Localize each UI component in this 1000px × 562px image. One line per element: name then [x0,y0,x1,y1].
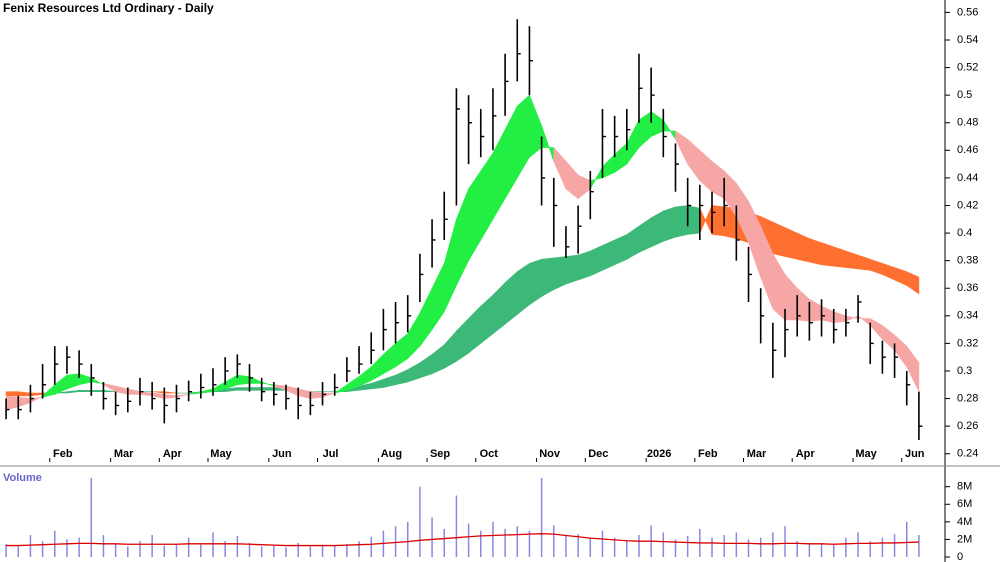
long-ribbon [78,389,92,392]
y-tick-label: 0.3 [957,365,972,377]
y-tick-label: 0.26 [957,420,978,432]
short-ribbon [906,345,920,392]
long-ribbon [809,238,822,266]
long-ribbon [589,245,603,277]
long-ribbon [821,242,835,267]
y-tick-label: 0.44 [957,172,978,184]
x-tick-label: Mar [747,448,767,460]
x-tick-label: Jul [323,448,339,460]
y-tick-label: 0.48 [957,117,978,129]
y-tick-label: 0.24 [957,448,978,460]
long-ribbon [541,257,555,298]
y-tick-label: 0.32 [957,337,978,349]
y-tick-label: 0.34 [957,310,978,322]
volume-label: Volume [3,472,42,484]
long-ribbon [249,387,262,391]
long-ribbon [261,387,275,391]
volume-tick-label: 4M [957,516,972,528]
y-tick-label: 0.36 [957,282,978,294]
x-tick-label: May [210,448,232,460]
y-tick-label: 0.56 [957,6,978,18]
volume-tick-label: 8M [957,481,972,493]
long-ribbon [784,227,798,260]
long-ribbon [577,250,591,281]
x-tick-label: Mar [114,448,134,460]
long-ribbon [711,205,725,237]
y-tick-label: 0.54 [957,34,978,46]
x-tick-label: Dec [588,448,608,460]
long-ribbon [565,254,579,285]
long-ribbon [553,256,567,291]
volume-tick-label: 0 [957,551,963,562]
x-tick-label: Jun [905,448,925,460]
x-tick-label: Aug [381,448,402,460]
long-ribbon [687,205,701,235]
volume-tick-label: 2M [957,533,972,545]
x-tick-label: Jun [272,448,292,460]
x-tick-label: Sep [430,448,450,460]
y-tick-label: 0.46 [957,144,978,156]
long-ribbon [529,258,542,306]
x-tick-label: Feb [53,448,73,460]
long-ribbon [90,389,104,392]
x-tick-label: Apr [796,448,816,460]
chart-title: Fenix Resources Ltd Ordinary - Daily [3,1,214,15]
y-tick-label: 0.4 [957,227,972,239]
x-tick-label: May [855,448,877,460]
x-tick-label: Oct [480,448,499,460]
x-tick-label: Apr [163,448,183,460]
long-ribbon [237,387,250,391]
volume-tick-label: 6M [957,498,972,510]
y-tick-label: 0.38 [957,255,978,267]
x-tick-label: Nov [539,448,561,460]
x-tick-label: Feb [698,448,718,460]
y-tick-label: 0.52 [957,61,978,73]
y-tick-label: 0.28 [957,392,978,404]
long-ribbon [602,239,615,271]
short-ribbon [237,374,250,386]
long-ribbon [614,233,628,266]
long-ribbon [906,271,920,295]
x-tick-label: 2026 [647,448,671,460]
long-ribbon [663,206,676,242]
long-ribbon [675,205,688,238]
short-ribbon [310,391,323,399]
volume-ma [6,533,919,547]
short-ribbon [5,395,19,410]
long-ribbon [772,221,786,257]
y-tick-label: 0.42 [957,199,978,211]
long-ribbon [5,391,19,397]
y-tick-label: 0.5 [957,89,972,101]
